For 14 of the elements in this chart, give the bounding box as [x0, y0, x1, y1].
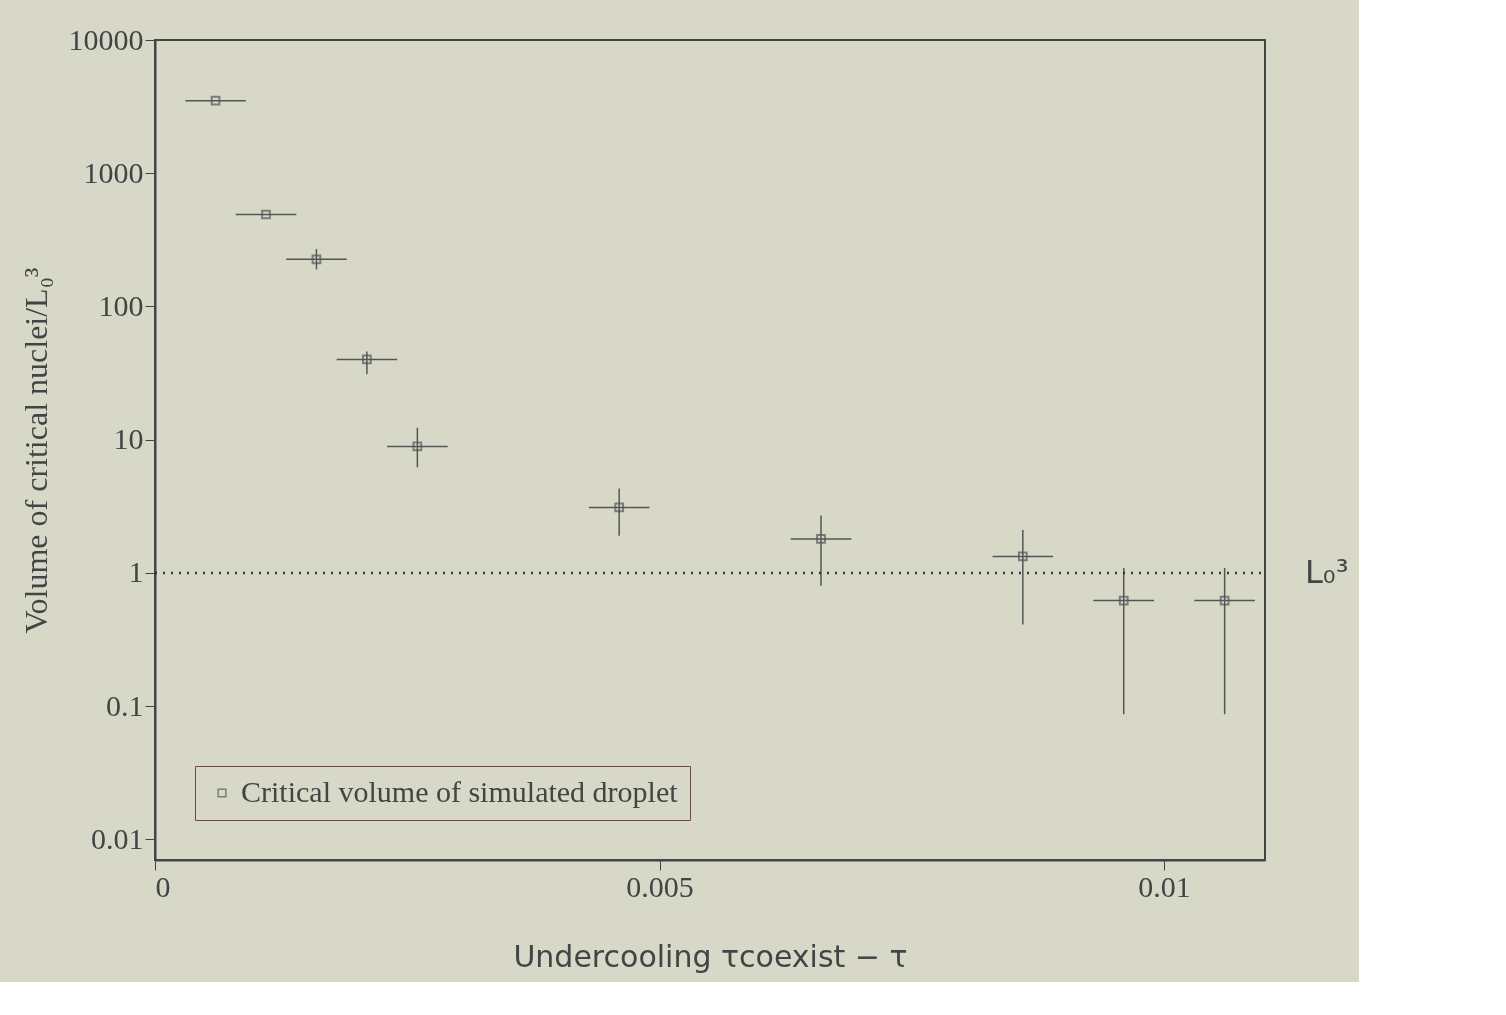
y-axis-title: Volume of critical nuclei/L₀³: [17, 267, 54, 634]
y-tick-label: 0.1: [106, 688, 144, 722]
x-axis-title: Undercooling τcoexist − τ: [513, 938, 908, 974]
y-tick-label: 10: [113, 422, 144, 456]
y-tick-label: 100: [98, 288, 144, 322]
legend-label: Critical volume of simulated droplet: [241, 775, 679, 808]
x-tick-label: 0.005: [626, 869, 694, 903]
x-tick-label: 0: [155, 869, 171, 903]
y-tick-label: 10000: [68, 22, 144, 56]
y-tick-label: 1: [128, 555, 144, 589]
x-tick-label: 0.01: [1138, 869, 1191, 903]
ref-line-label: L₀³: [1305, 552, 1349, 591]
y-tick-label: 1000: [83, 155, 144, 189]
y-tick-label: 0.01: [91, 821, 144, 855]
